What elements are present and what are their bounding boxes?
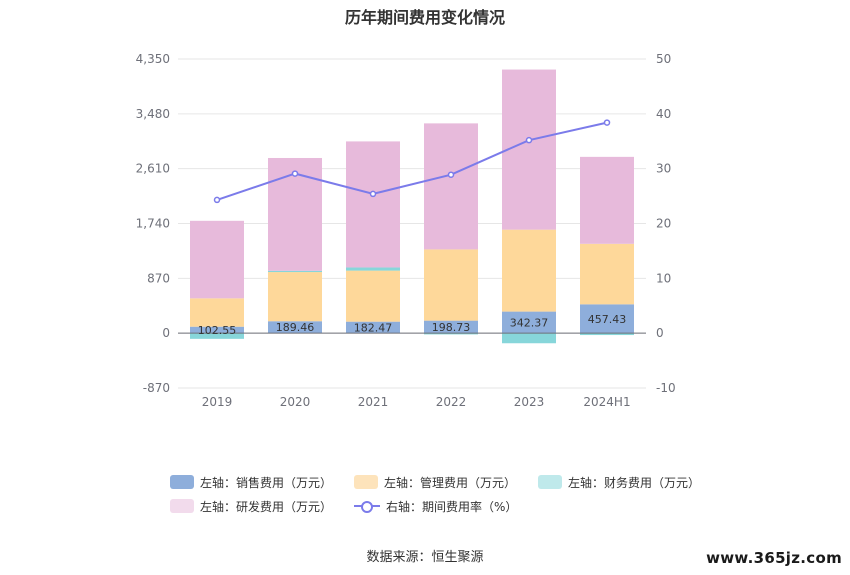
- bar-sales-2022: [424, 320, 478, 334]
- y-left-tick-label: 2,610: [136, 162, 170, 176]
- bar-rnd-2022: [424, 123, 478, 250]
- bar-admin-2021: [346, 270, 400, 322]
- bar-admin-2019: [190, 298, 244, 327]
- legend-swatch-sales: [170, 475, 194, 489]
- data-label-sales: 457.43: [588, 313, 627, 326]
- bar-finance-2022: [424, 333, 478, 335]
- bar-finance-2024H1: [580, 333, 634, 336]
- line-rate-point: [369, 190, 377, 198]
- y-right-tick-label: 40: [656, 107, 671, 121]
- y-right-tick-label: 50: [656, 52, 671, 66]
- bar-finance-2023: [502, 333, 556, 344]
- bar-sales-2024H1: [580, 304, 634, 334]
- legend-swatch-rnd: [170, 499, 194, 513]
- line-rate-point: [291, 170, 299, 177]
- legend-item-rate[interactable]: 右轴：期间费用率（%）: [354, 498, 517, 515]
- x-tick-label: 2022: [436, 395, 467, 409]
- y-right-tick-label: 30: [656, 162, 671, 176]
- bar-admin-2022: [424, 249, 478, 321]
- line-rate-point: [525, 136, 533, 144]
- y-left-tick-label: 870: [147, 271, 170, 285]
- y-left-tick-label: 3,480: [136, 107, 170, 121]
- legend-item-finance[interactable]: 左轴：财务费用（万元）: [538, 474, 700, 491]
- legend-label-sales: 左轴：销售费用（万元）: [200, 475, 333, 490]
- line-rate-point: [213, 196, 221, 204]
- data-label-sales: 198.73: [432, 321, 471, 334]
- legend-item-rnd[interactable]: 左轴：研发费用（万元）: [170, 498, 332, 515]
- x-tick-label: 2020: [280, 395, 311, 409]
- line-rate-point: [603, 119, 611, 126]
- site-watermark: www.365jz.com: [706, 549, 842, 567]
- bar-rnd-2019: [190, 220, 244, 299]
- x-tick-label: 2024H1: [583, 395, 630, 409]
- bar-rnd-2021: [346, 141, 400, 268]
- line-rate-point: [447, 171, 455, 178]
- legend-label-rnd: 左轴：研发费用（万元）: [200, 499, 333, 514]
- legend-swatch-admin: [354, 475, 379, 489]
- bar-finance-2019: [190, 333, 244, 339]
- bar-rnd-2023: [502, 69, 556, 230]
- legend-item-admin[interactable]: 左轴：管理费用（万元）: [354, 474, 516, 491]
- bar-rnd-2024H1: [580, 156, 634, 244]
- y-left-tick-label: 0: [162, 326, 170, 340]
- line-rate-series: [216, 121, 608, 201]
- bar-admin-2024H1: [580, 243, 634, 305]
- x-tick-label: 2021: [358, 395, 389, 409]
- legend-label-rate: 右轴：期间费用率（%）: [386, 499, 518, 514]
- chart-legend: 左轴：销售费用（万元） 左轴：管理费用（万元） 左轴：财务费用（万元） 左轴：研…: [170, 470, 700, 518]
- y-left-tick-label: -870: [143, 381, 170, 395]
- y-right-tick-label: -10: [656, 381, 676, 395]
- y-left-tick-label: 4,350: [136, 52, 170, 66]
- legend-item-sales[interactable]: 左轴：销售费用（万元）: [170, 474, 332, 491]
- bar-admin-2020: [268, 272, 322, 322]
- legend-label-finance: 左轴：财务费用（万元）: [568, 475, 701, 490]
- y-right-tick-label: 20: [656, 217, 671, 231]
- y-right-tick-label: 0: [656, 326, 664, 340]
- bar-finance-2021: [346, 267, 400, 271]
- data-label-sales: 182.47: [354, 321, 393, 334]
- data-label-sales: 189.46: [276, 321, 315, 334]
- legend-swatch-finance: [538, 475, 563, 489]
- bar-sales-2021: [346, 321, 400, 334]
- bar-sales-2023: [502, 311, 556, 334]
- y-right-tick-label: 10: [656, 271, 671, 285]
- bar-finance-2020: [268, 270, 322, 273]
- bar-sales-2020: [268, 321, 322, 334]
- bar-sales-2019: [190, 326, 244, 334]
- x-tick-label: 2023: [514, 395, 545, 409]
- data-label-sales: 342.37: [510, 316, 549, 329]
- y-left-tick-label: 1,740: [136, 217, 170, 231]
- x-tick-label: 2019: [202, 395, 233, 409]
- legend-line-marker-icon: [354, 499, 381, 513]
- data-source-note: 数据来源：恒生聚源: [366, 550, 484, 565]
- chart-title: 历年期间费用变化情况: [344, 8, 505, 27]
- chart-plot: 4,350 50 3,480 40 2,610 30 1,740 20 870 10 0 0 -870 -…: [136, 52, 676, 409]
- data-label-sales: 102.55: [198, 324, 237, 337]
- legend-label-admin: 左轴：管理费用（万元）: [384, 475, 517, 490]
- bar-admin-2023: [502, 229, 556, 312]
